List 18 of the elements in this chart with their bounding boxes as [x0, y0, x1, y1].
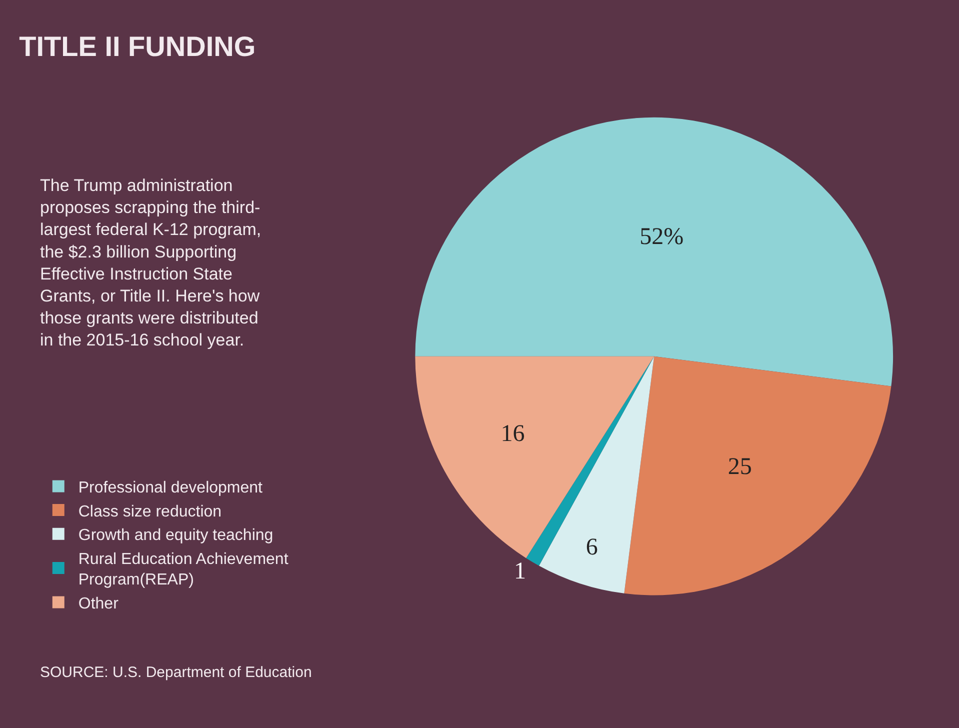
data-label: 52% — [640, 224, 684, 250]
legend-label: Other — [78, 596, 120, 612]
text: The Trump administration proposes scrapping the third-largest federal K-12 program, the $2.3 billion Supporting Effective Instruction State Grants, or Title II. Here's how those grants were distributed in the 2015-16 school year. — [40, 176, 262, 350]
legend-label: Growth and equity teaching — [78, 527, 274, 544]
pie-slice — [526, 356, 654, 566]
pie-slice — [415, 118, 894, 386]
data-label: 1 — [514, 558, 526, 585]
data-label: 6 — [586, 534, 598, 561]
pie-slice — [624, 356, 892, 596]
pie-slice — [539, 356, 654, 594]
data-label: 25 — [728, 454, 752, 480]
chart-title: TITLE II FUNDING — [19, 31, 256, 62]
legend-label: Rural Education Achievement Program(REAP) — [78, 550, 289, 589]
data-label: 16 — [500, 421, 525, 448]
source-note: SOURCE: U.S. Department of Education — [40, 664, 312, 681]
pie-slice — [415, 356, 654, 558]
legend-label: Class size reduction — [78, 503, 222, 520]
legend-label: Professional development — [78, 480, 264, 496]
